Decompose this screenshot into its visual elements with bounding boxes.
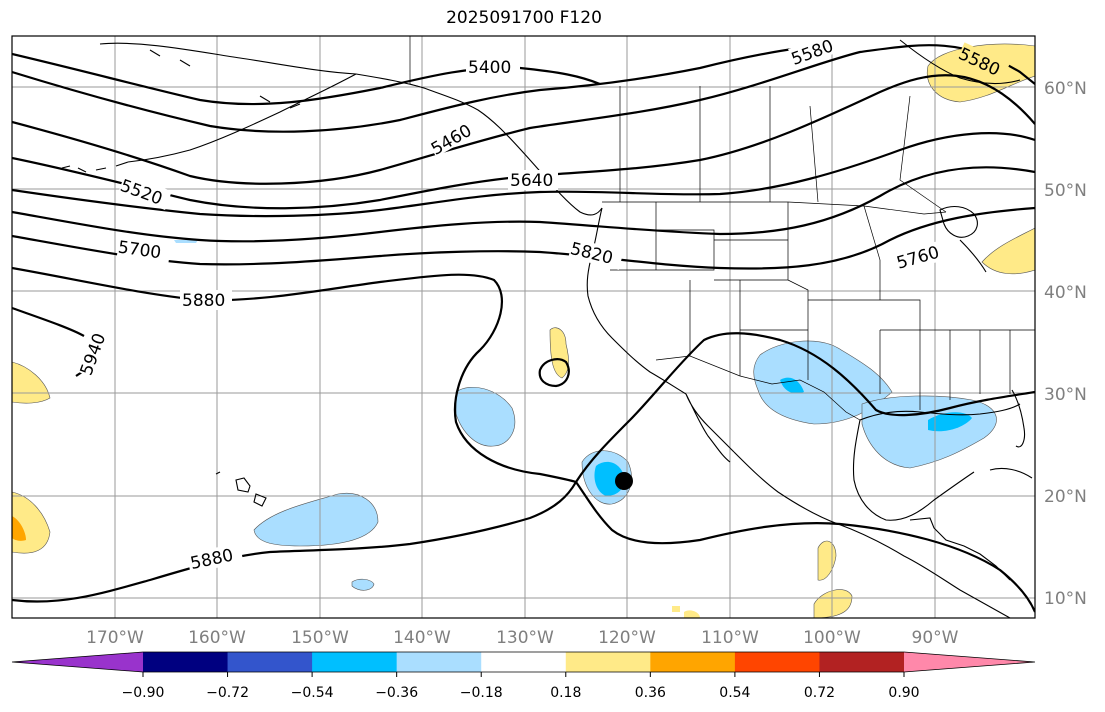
colorbar-tick-label: 0.90: [888, 685, 919, 701]
coastlines: [61, 39, 1033, 618]
lon-label: 110°W: [701, 628, 759, 648]
colorbar-cell: [396, 652, 482, 672]
neg-anomaly-region: [174, 240, 198, 243]
colorbar-tick-label: 0.72: [804, 685, 835, 701]
colorbar-tick-label: 0.18: [550, 685, 581, 701]
colorbar-cell: [819, 652, 905, 672]
neg-anomaly-region: [253, 492, 379, 547]
neg-anomaly-region: [351, 578, 375, 591]
pos-anomaly-region: [981, 227, 1035, 275]
lon-label: 150°W: [291, 628, 349, 648]
lat-label: 40°N: [1044, 283, 1087, 303]
colorbar-tick-label: −0.54: [291, 685, 334, 701]
mexico-pacific-coast: [733, 451, 1011, 618]
contour-label: 5880: [182, 291, 225, 311]
map-border: [11, 35, 1036, 619]
lon-label: 120°W: [598, 628, 656, 648]
colorbar-extend-max: [904, 652, 1035, 672]
colorbar-cell: [481, 652, 567, 672]
colorbar-cell: [143, 652, 229, 672]
lon-label: 140°W: [393, 628, 451, 648]
neg-anomaly-core: [594, 461, 625, 496]
pos-anomaly-region: [684, 610, 700, 618]
colorbar-tick-label: 0.54: [719, 685, 750, 701]
us-states: [610, 202, 1035, 410]
colorbar-tick-label: −0.36: [375, 685, 418, 701]
central-america: [909, 517, 1011, 581]
florida: [1011, 389, 1026, 448]
us-canada-border: [602, 201, 947, 215]
lat-label: 10°N: [1044, 589, 1087, 609]
colorbar-tick-label: −0.18: [460, 685, 503, 701]
colorbar-cell: [650, 652, 736, 672]
pos-anomaly-region: [813, 589, 853, 618]
lon-label: 170°W: [86, 628, 144, 648]
colorbar-cell: [227, 652, 313, 672]
colorbar-tick-label: −0.72: [206, 685, 249, 701]
gulf-coast-north: [859, 403, 1021, 421]
lat-label: 60°N: [1044, 79, 1087, 99]
contour-label: 5400: [468, 58, 511, 78]
map-title: 2025091700 F120: [446, 8, 602, 28]
great-lakes: [939, 205, 987, 273]
colorbar-cell: [734, 652, 820, 672]
colorbar-cell: [312, 652, 398, 672]
storm-center-dot: [615, 472, 633, 490]
pos-anomaly-core: [12, 516, 26, 541]
lat-label: 20°N: [1044, 487, 1087, 507]
alaska-coast: [99, 42, 603, 216]
canada-provinces: [619, 86, 947, 213]
neg-anomaly-core: [780, 377, 804, 394]
alaska-canada-border: [409, 36, 425, 89]
latitude-labels: 60°N 50°N 40°N 30°N 20°N 10°N: [1044, 79, 1087, 609]
neg-anomaly-region: [455, 386, 516, 447]
lat-label: 30°N: [1044, 385, 1087, 405]
colorbar: −0.90 −0.72 −0.54 −0.36 −0.18 0.18 0.36 0.54 0.7…: [11, 651, 1036, 701]
baja-california: [685, 393, 735, 463]
lon-label: 100°W: [803, 628, 861, 648]
aleutian-islands: [61, 161, 129, 173]
colorbar-tick-label: 0.36: [635, 685, 666, 701]
lon-label: 130°W: [496, 628, 554, 648]
neg-anomaly-core: [928, 412, 972, 432]
cuba: [989, 467, 1033, 479]
hawaii: [215, 471, 267, 507]
colorbar-tick-label: −0.90: [122, 685, 165, 701]
graticule: [12, 36, 1035, 618]
map-frame-bg: [12, 36, 1035, 618]
lon-label: 160°W: [188, 628, 246, 648]
hudson-bay: [899, 39, 1021, 85]
lon-label: 90°W: [912, 628, 959, 648]
borders: [409, 36, 1035, 421]
contour-label: 5640: [510, 171, 553, 191]
lat-label: 50°N: [1044, 181, 1087, 201]
colorbar-extend-min: [12, 652, 143, 672]
gulf-coast: [852, 419, 975, 521]
alaska-peninsula: [127, 73, 357, 163]
colorbar-cell: [565, 652, 651, 672]
pos-anomaly-region: [672, 606, 680, 612]
alaska-north-coast: [149, 49, 301, 109]
us-mexico-border: [655, 355, 861, 421]
longitude-labels: 170°W 160°W 150°W 140°W 130°W 120°W 110°…: [86, 628, 959, 648]
